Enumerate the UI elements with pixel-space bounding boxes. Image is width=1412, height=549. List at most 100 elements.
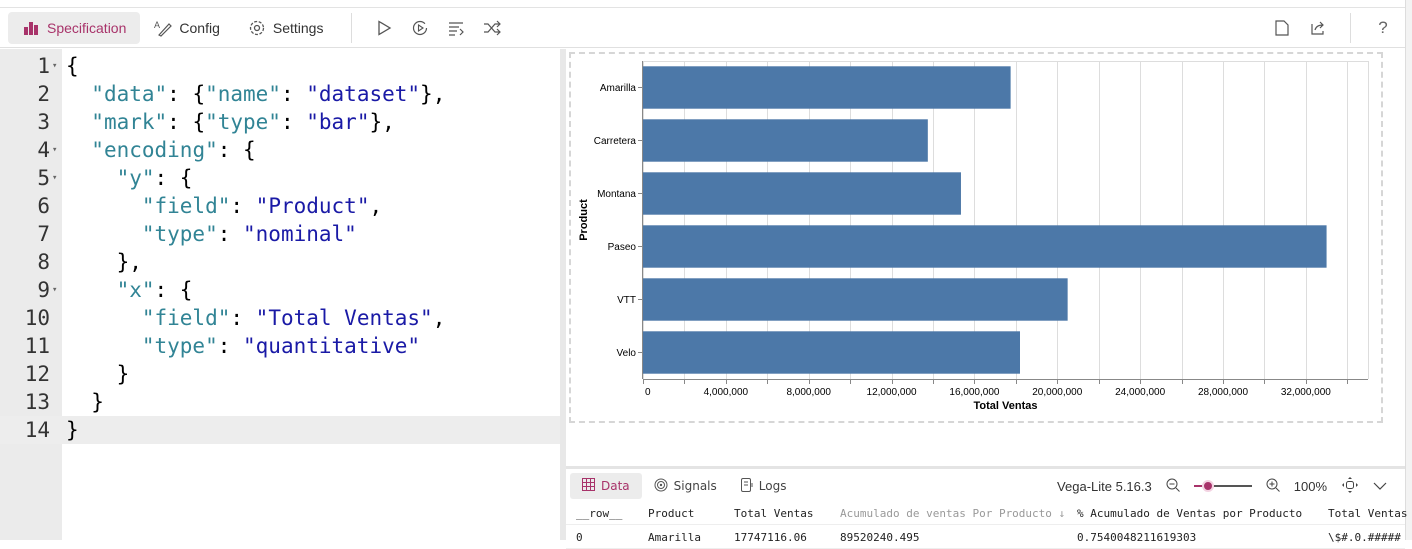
bar-chart-icon <box>22 19 40 37</box>
shuffle-button[interactable] <box>474 12 510 44</box>
toolbar-divider <box>1350 12 1351 43</box>
play-icon <box>375 19 393 37</box>
x-tick-label: 32,000,000 <box>1281 387 1331 398</box>
chart-view: Amarilla Carretera Montana Paseo VTT Velo 0 4,0… <box>566 49 1405 466</box>
x-axis-title: Total Ventas <box>974 400 1038 412</box>
code-text: } <box>66 418 79 442</box>
bar <box>643 225 1327 268</box>
table-icon <box>582 478 595 494</box>
bar-chart: Amarilla Carretera Montana Paseo VTT Velo 0 4,0… <box>578 61 1369 412</box>
code-text: } <box>91 390 104 414</box>
auto-run-button[interactable] <box>402 12 438 44</box>
y-tick-label: Amarilla <box>600 83 637 94</box>
data-table: __row__ Product Total Ventas Acumulado de v… <box>566 501 1408 549</box>
tab-settings[interactable]: Settings <box>234 12 338 44</box>
code-line[interactable]: 10 "field": "Total Ventas", <box>0 304 560 332</box>
code-text: "data": {"name": "dataset"}, <box>91 82 446 106</box>
line-number: 10 <box>24 306 50 330</box>
tab-logs[interactable]: Logs <box>729 473 799 499</box>
column-header[interactable]: __row__ <box>576 507 623 520</box>
code-text: "field": "Total Ventas", <box>141 306 446 330</box>
help-icon: ? <box>1378 17 1388 37</box>
shuffle-icon <box>483 19 502 37</box>
tab-specification[interactable]: Specification <box>8 11 141 44</box>
tab-label: Logs <box>758 479 787 493</box>
fold-arrow-icon[interactable]: ▾ <box>52 61 58 71</box>
column-header[interactable]: % Acumulado de Ventas por Producto <box>1077 507 1303 520</box>
tab-config[interactable]: A Config <box>140 12 233 44</box>
fold-arrow-icon[interactable]: ▾ <box>52 285 58 295</box>
bar <box>643 119 928 162</box>
column-header[interactable]: Total Ventas <box>734 507 814 520</box>
document-icon <box>1273 19 1291 37</box>
format-icon <box>447 19 465 37</box>
code-text: "x": { <box>116 278 193 302</box>
fold-arrow-icon[interactable]: ▾ <box>52 173 58 183</box>
line-number: 13 <box>24 390 50 414</box>
chart-container <box>569 52 1383 423</box>
code-line[interactable]: 3 "mark": {"type": "bar"}, <box>0 108 560 136</box>
table-cell: 17747116.06 <box>734 531 807 544</box>
code-editor[interactable]: 1 ▾{2 "data": {"name": "dataset"}, 3 "mark… <box>0 49 560 540</box>
code-line[interactable]: 5 ▾ "y": { <box>0 164 560 192</box>
code-line[interactable]: 12 } <box>0 360 560 388</box>
code-line[interactable]: 7 "type": "nominal" <box>0 220 560 248</box>
code-line[interactable]: 8 }, <box>0 248 560 276</box>
tab-label: Settings <box>272 19 324 36</box>
code-text: "encoding": { <box>91 138 256 162</box>
line-number: 1 <box>37 54 50 78</box>
code-text: { <box>66 54 79 78</box>
zoom-in-icon[interactable] <box>1266 478 1280 495</box>
tab-label: Config <box>179 19 220 36</box>
main-toolbar: Specification A Config Settings ? <box>0 8 1405 48</box>
code-line[interactable]: 11 "type": "quantitative" <box>0 332 560 360</box>
table-cell: 0.7540048211619303 <box>1077 531 1197 544</box>
fit-icon[interactable] <box>1341 476 1359 497</box>
run-button[interactable] <box>366 12 402 44</box>
zoom-out-icon[interactable] <box>1166 478 1180 495</box>
new-document-button[interactable] <box>1264 12 1300 44</box>
column-header[interactable]: Acumulado de ventas Por Producto ↓ <box>840 507 1066 520</box>
replay-icon <box>411 19 429 37</box>
code-text: } <box>116 362 130 386</box>
line-number-gutter <box>0 49 62 540</box>
code-line[interactable]: 14} <box>0 416 560 444</box>
table-header-row: __row__ Product Total Ventas Acumulado de v… <box>566 501 1408 525</box>
bar <box>643 331 1020 374</box>
line-number: 11 <box>24 334 50 358</box>
tab-label: Signals <box>673 479 717 493</box>
version-label: Vega-Lite 5.16.3 <box>1057 478 1152 494</box>
column-header[interactable]: Product <box>648 507 695 520</box>
format-button[interactable] <box>438 12 474 44</box>
x-tick-label: 12,000,000 <box>867 387 917 398</box>
zoom-slider[interactable] <box>1193 479 1252 493</box>
code-line[interactable]: 13 } <box>0 388 560 416</box>
line-number: 6 <box>37 194 50 218</box>
code-line[interactable]: 1 ▾ { <box>0 52 560 80</box>
signal-icon <box>654 478 668 495</box>
share-button[interactable] <box>1300 12 1336 44</box>
x-tick-label: 8,000,000 <box>786 387 831 398</box>
line-number: 12 <box>24 362 50 386</box>
line-number: 2 <box>37 82 50 106</box>
column-header[interactable]: Total Ventas <box>1328 507 1408 520</box>
y-tick-label: Carretera <box>594 136 637 147</box>
help-button[interactable]: ? <box>1365 12 1401 44</box>
code-line[interactable]: 2 "data": {"name": "dataset"}, <box>0 80 560 108</box>
share-icon <box>1309 19 1327 37</box>
code-line[interactable]: 6 "field": "Product", <box>0 192 560 220</box>
bar <box>643 66 1011 109</box>
chevron-down-icon[interactable] <box>1373 479 1387 494</box>
code-text: "field": "Product", <box>141 194 383 218</box>
vertical-scrollbar[interactable] <box>1405 0 1412 540</box>
svg-text:A: A <box>154 20 160 30</box>
tab-signals[interactable]: Signals <box>642 473 729 499</box>
x-tick-label: 16,000,000 <box>949 387 999 398</box>
pane-splitter[interactable] <box>560 49 566 540</box>
code-line[interactable]: 9 ▾ "x": { <box>0 276 560 304</box>
fold-arrow-icon[interactable]: ▾ <box>52 145 58 155</box>
code-line[interactable]: 4 ▾ "encoding": { <box>0 136 560 164</box>
x-tick-label: 20,000,000 <box>1032 387 1082 398</box>
tab-data[interactable]: Data <box>570 473 642 499</box>
code-text: "y": { <box>116 166 193 190</box>
